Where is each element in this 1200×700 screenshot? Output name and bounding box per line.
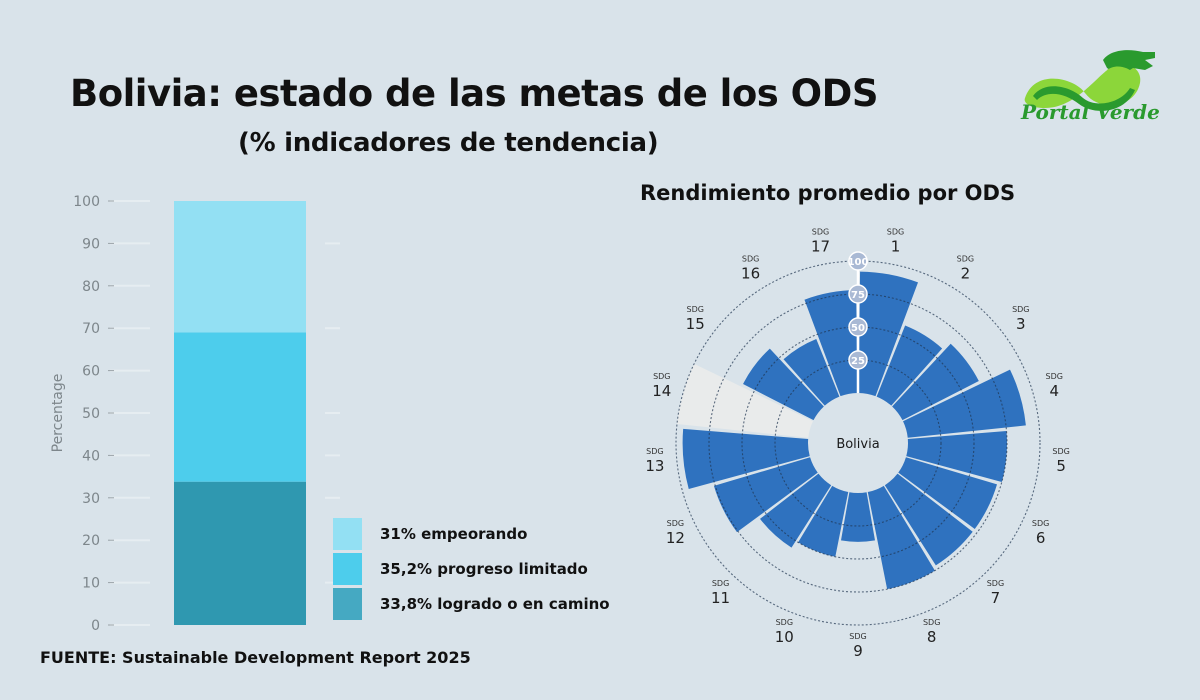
ring-25 bbox=[774, 359, 942, 527]
wedge-sdg-5 bbox=[906, 431, 1007, 483]
wedge-sdg-15 bbox=[743, 348, 824, 421]
category-label: 15 bbox=[686, 315, 705, 333]
category-label: 6 bbox=[1036, 529, 1046, 547]
y-tick-label: 20 bbox=[82, 533, 100, 549]
legend-swatch-limited bbox=[333, 553, 362, 585]
y-tick-label: 50 bbox=[82, 406, 100, 422]
wedge-sdg-16 bbox=[783, 339, 840, 406]
y-tick-label: 0 bbox=[91, 618, 100, 634]
radial-bar-chart: Bolivia255075100SDG1SDG2SDG3SDG4SDG5SDG6… bbox=[645, 227, 1070, 660]
r-tick-badge bbox=[848, 284, 868, 304]
category-label: 11 bbox=[711, 589, 730, 607]
category-label: 13 bbox=[645, 457, 664, 475]
category-prefix: SDG bbox=[646, 447, 663, 456]
category-label: 7 bbox=[991, 589, 1001, 607]
category-label: 4 bbox=[1049, 382, 1059, 400]
r-tick-badge bbox=[848, 317, 868, 337]
logo-text: Portal Verde bbox=[1021, 100, 1160, 124]
wedge-sdg-12 bbox=[713, 457, 818, 533]
y-axis-label: Percentage bbox=[50, 374, 66, 453]
category-label: 8 bbox=[927, 628, 937, 646]
y-tick-label: 80 bbox=[82, 279, 100, 295]
bar-segment bbox=[174, 481, 306, 625]
category-label: 1 bbox=[891, 237, 901, 255]
r-tick-label: 50 bbox=[851, 323, 865, 334]
legend-label: 35,2% progreso limitado bbox=[380, 560, 588, 578]
y-tick-label: 100 bbox=[73, 194, 100, 210]
category-prefix: SDG bbox=[1032, 519, 1049, 528]
wedge-sdg-9 bbox=[841, 492, 875, 542]
y-tick-label: 90 bbox=[82, 236, 100, 252]
category-prefix: SDG bbox=[812, 227, 829, 236]
wedge-sdg-4 bbox=[903, 369, 1026, 438]
y-tick-label: 70 bbox=[82, 321, 100, 337]
wedge-sdg-2 bbox=[876, 325, 943, 406]
portal-verde-logo-icon bbox=[1024, 50, 1155, 111]
y-tick-label: 10 bbox=[82, 576, 100, 592]
category-prefix: SDG bbox=[742, 255, 759, 264]
legend-label: 31% empeorando bbox=[380, 525, 528, 543]
radial-chart-title: Rendimiento promedio por ODS bbox=[640, 181, 1016, 205]
category-label: 12 bbox=[666, 529, 685, 547]
category-prefix: SDG bbox=[987, 579, 1004, 588]
wedge-sdg-6 bbox=[898, 457, 998, 530]
legend-swatch-worsening bbox=[333, 518, 362, 550]
category-label: 10 bbox=[775, 628, 794, 646]
category-prefix: SDG bbox=[712, 579, 729, 588]
r-tick-badge bbox=[848, 251, 868, 271]
category-label: 2 bbox=[961, 265, 971, 283]
source-note: FUENTE: Sustainable Development Report 2… bbox=[40, 648, 471, 667]
r-tick-label: 75 bbox=[851, 290, 865, 301]
bar-legend: 31% empeorando 35,2% progreso limitado 3… bbox=[333, 517, 610, 622]
y-tick-label: 30 bbox=[82, 491, 100, 507]
center-circle bbox=[810, 395, 906, 491]
legend-swatch-on-track bbox=[333, 588, 362, 620]
category-prefix: SDG bbox=[653, 372, 670, 381]
category-label: 5 bbox=[1056, 457, 1066, 475]
category-prefix: SDG bbox=[957, 255, 974, 264]
r-tick-label: 25 bbox=[851, 356, 865, 367]
category-prefix: SDG bbox=[667, 519, 684, 528]
r-tick-badge bbox=[848, 350, 868, 370]
category-label: 9 bbox=[853, 642, 863, 660]
category-prefix: SDG bbox=[923, 618, 940, 627]
bar-segment bbox=[174, 201, 306, 333]
y-tick-label: 60 bbox=[82, 364, 100, 380]
wedge-sdg-11 bbox=[760, 473, 832, 548]
category-label: 14 bbox=[652, 382, 671, 400]
wedge-sdg-10 bbox=[798, 485, 849, 557]
category-label: 17 bbox=[811, 237, 830, 255]
legend-item-limited: 35,2% progreso limitado bbox=[333, 552, 610, 586]
category-prefix: SDG bbox=[849, 632, 866, 641]
category-prefix: SDG bbox=[1012, 305, 1029, 314]
category-label: 3 bbox=[1016, 315, 1026, 333]
category-prefix: SDG bbox=[1052, 447, 1069, 456]
bar-segment bbox=[174, 332, 306, 482]
wedge-sdg-7 bbox=[884, 473, 973, 566]
page-title: Bolivia: estado de las metas de los ODS bbox=[70, 72, 879, 115]
legend-item-on-track: 33,8% logrado o en camino bbox=[333, 587, 610, 621]
category-prefix: SDG bbox=[887, 227, 904, 236]
page-subtitle: (% indicadores de tendencia) bbox=[238, 128, 659, 158]
wedge-sdg-8 bbox=[867, 485, 935, 590]
ring-50 bbox=[741, 326, 975, 560]
wedge-sdg-17 bbox=[804, 290, 858, 397]
y-tick-label: 40 bbox=[82, 448, 100, 464]
wedge-sdg-1 bbox=[858, 271, 919, 397]
r-tick-label: 100 bbox=[848, 257, 869, 268]
wedge-sdg-13 bbox=[682, 428, 810, 489]
center-label: Bolivia bbox=[836, 437, 879, 452]
category-prefix: SDG bbox=[686, 305, 703, 314]
category-prefix: SDG bbox=[1045, 372, 1062, 381]
category-label: 16 bbox=[741, 265, 760, 283]
legend-item-worsening: 31% empeorando bbox=[333, 517, 610, 551]
wedge-sdg-3 bbox=[892, 343, 979, 421]
stacked-bar-chart: 0 10 20 30 40 50 60 70 80 90 100 Percentage bbox=[50, 194, 340, 634]
category-prefix: SDG bbox=[776, 618, 793, 627]
legend-label: 33,8% logrado o en camino bbox=[380, 595, 610, 613]
